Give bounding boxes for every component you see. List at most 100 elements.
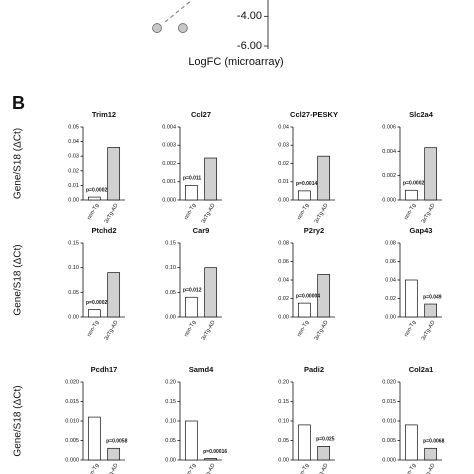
- y-tick-label: 0.20: [165, 379, 176, 385]
- y-axis-label: Gene/S18 (ΔCt): [13, 128, 24, 199]
- y-tick-label: 0.02: [68, 168, 79, 174]
- y-tick-label: 0.00: [278, 314, 289, 320]
- x-tick-label: non-Tg: [403, 203, 417, 221]
- bar: [107, 147, 121, 201]
- p-value: p=0.0002: [86, 187, 107, 193]
- x-tick-label: 3xTg-AD: [201, 463, 217, 474]
- chart-title: Ptchd2: [91, 226, 116, 235]
- y-tick-label: -6.00: [237, 40, 262, 52]
- bar: [317, 155, 331, 201]
- p-value: p=0.0058: [106, 439, 127, 445]
- bar: [204, 157, 218, 201]
- bar: [87, 196, 101, 201]
- chart-title: Padi2: [304, 365, 324, 374]
- chart-title: Gap43: [410, 226, 433, 235]
- y-tick-label: 0.015: [65, 399, 79, 405]
- bar: [184, 185, 198, 201]
- bar: [404, 189, 418, 201]
- y-tick-label: 0.04: [278, 277, 289, 283]
- y-tick-label: 0.002: [382, 173, 396, 179]
- p-value: p=0.012: [183, 288, 202, 294]
- y-tick-label: 0.01: [68, 183, 79, 189]
- chart-title: Samd4: [189, 365, 214, 374]
- trend-line: [164, 0, 193, 23]
- chart-title: Ccl27-PESKY: [290, 110, 338, 119]
- p-value: p=0.049: [423, 294, 442, 300]
- y-axis-label: Gene/S18 (ΔCt): [13, 244, 24, 315]
- p-value: p=0.011: [183, 176, 201, 182]
- bar: [297, 302, 311, 318]
- y-tick-label: 0.04: [68, 139, 79, 145]
- y-tick-label: 0.005: [65, 438, 79, 444]
- y-tick-label: 0.004: [382, 149, 396, 155]
- x-tick-label: non-Tg: [86, 463, 100, 474]
- x-tick-label: 3xTg-AD: [104, 320, 120, 342]
- y-tick-label: 0.00: [385, 314, 396, 320]
- x-tick-label: 3xTg-AD: [104, 203, 120, 225]
- bar: [424, 147, 438, 201]
- y-tick-label: 0.04: [278, 124, 289, 130]
- y-tick-label: 0.005: [382, 438, 396, 444]
- y-tick-label: 0.06: [385, 259, 396, 265]
- y-tick-label: 0.10: [165, 418, 176, 424]
- x-tick-label: 3xTg-AD: [104, 463, 120, 474]
- y-tick-label: 0.02: [278, 161, 289, 167]
- bar: [317, 274, 331, 318]
- y-tick-label: 0.000: [162, 197, 176, 203]
- x-tick-label: non-Tg: [86, 203, 100, 221]
- y-tick-label: 0.10: [278, 418, 289, 424]
- y-tick-label: 0.00: [165, 314, 176, 320]
- chart-title: Pcdh17: [91, 365, 118, 374]
- y-tick-label: 0.015: [382, 399, 396, 405]
- bar: [317, 446, 331, 461]
- chart-title: Car9: [193, 226, 210, 235]
- point: [177, 23, 188, 33]
- y-tick-label: 0.00: [165, 457, 176, 463]
- y-tick-label: 0.000: [382, 197, 396, 203]
- x-tick-label: 3xTg-AD: [421, 463, 437, 474]
- y-tick-label: 0.04: [385, 277, 396, 283]
- y-tick-label: 0.08: [278, 240, 289, 246]
- y-tick-label: 0.006: [382, 124, 396, 130]
- y-tick-label: 0.15: [278, 399, 289, 405]
- panel-label: B: [12, 93, 25, 113]
- y-tick-label: 0.00: [68, 314, 79, 320]
- y-tick-label: 0.01: [278, 179, 289, 185]
- y-tick-label: 0.03: [278, 143, 289, 149]
- x-tick-label: non-Tg: [86, 320, 100, 338]
- y-tick-label: 0.08: [385, 240, 396, 246]
- y-tick-label: 0.000: [382, 457, 396, 463]
- bar: [107, 272, 121, 318]
- p-value: p=0.00004: [296, 293, 320, 299]
- x-tick-label: non-Tg: [296, 320, 310, 338]
- y-tick-label: 0.00: [278, 457, 289, 463]
- y-tick-label: 0.020: [65, 379, 79, 385]
- x-tick-label: 3xTg-AD: [201, 320, 217, 342]
- p-value: p=0.025: [316, 437, 335, 443]
- chart-title: Ccl27: [191, 110, 211, 119]
- y-tick-label: 0.05: [278, 438, 289, 444]
- y-tick-label: 0.002: [162, 161, 176, 167]
- bar: [297, 190, 311, 201]
- p-value: p=0.0002: [403, 181, 424, 187]
- x-tick-label: non-Tg: [296, 463, 310, 474]
- y-tick-label: 0.001: [162, 179, 176, 185]
- point: [152, 23, 162, 33]
- x-tick-label: 3xTg-AD: [314, 463, 330, 474]
- x-tick-label: 3xTg-AD: [314, 203, 330, 225]
- chart-title: P2ry2: [304, 226, 324, 235]
- y-tick-label: 0.15: [68, 240, 79, 246]
- bar: [404, 424, 418, 461]
- y-tick-label: 0.004: [162, 124, 176, 130]
- bar: [424, 447, 438, 461]
- x-axis-label: LogFC (microarray): [188, 56, 283, 68]
- bar: [107, 447, 121, 461]
- y-tick-label: 0.010: [65, 418, 79, 424]
- y-tick-label: 0.003: [162, 143, 176, 149]
- y-tick-label: 0.06: [278, 259, 289, 265]
- x-tick-label: non-Tg: [183, 463, 197, 474]
- bar: [424, 303, 438, 318]
- y-tick-label: 0.02: [385, 296, 396, 302]
